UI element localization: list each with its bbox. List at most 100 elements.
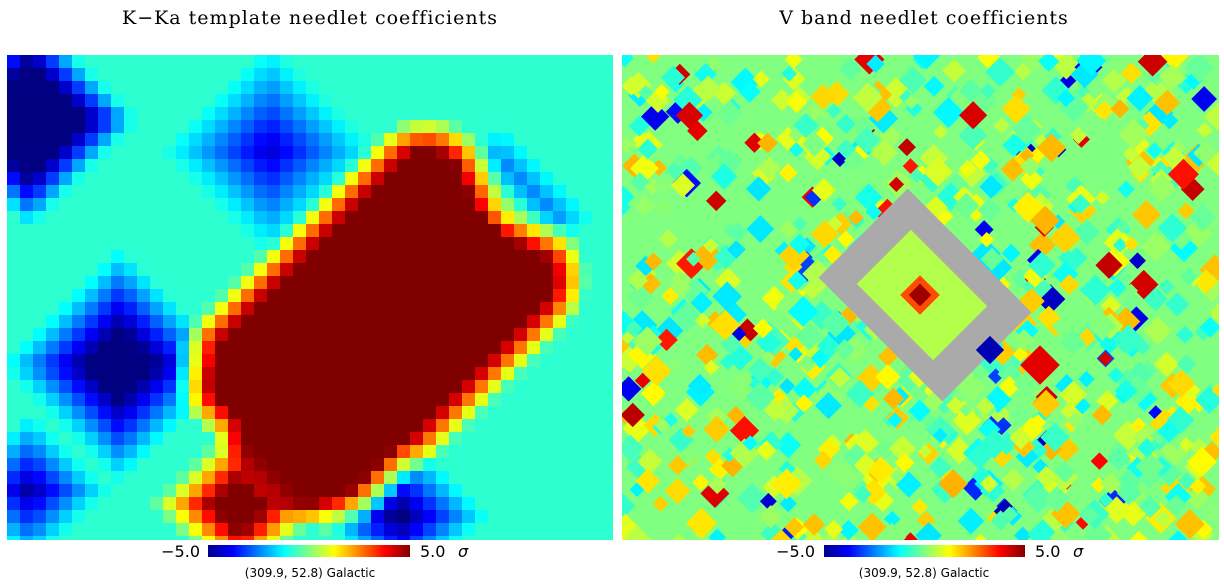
map-pixel <box>514 315 528 329</box>
map-pixel <box>319 68 333 82</box>
map-pixel <box>59 523 73 537</box>
map-pixel <box>202 107 216 121</box>
map-pixel <box>215 81 229 95</box>
map-pixel <box>475 237 489 251</box>
map-pixel <box>202 276 216 290</box>
map-pixel <box>215 276 229 290</box>
map-pixel <box>1112 237 1128 253</box>
map-pixel <box>579 172 593 186</box>
map-pixel <box>72 523 86 537</box>
map-pixel <box>46 289 60 303</box>
map-pixel <box>1146 142 1163 159</box>
map-pixel <box>228 328 242 342</box>
map-pixel <box>7 68 21 82</box>
map-pixel <box>7 302 21 316</box>
map-pixel <box>46 315 60 329</box>
map-pixel <box>189 237 203 251</box>
map-pixel <box>566 68 580 82</box>
map-pixel <box>371 250 385 264</box>
map-pixel <box>228 302 242 316</box>
map-pixel <box>306 120 320 134</box>
map-pixel <box>33 133 47 147</box>
colorbar-min: −5.0 <box>776 542 815 561</box>
map-pixel <box>124 211 138 225</box>
map-pixel <box>462 146 476 160</box>
map-pixel <box>137 302 151 316</box>
map-pixel <box>449 120 463 134</box>
map-pixel <box>579 484 593 498</box>
map-pixel <box>1000 157 1025 182</box>
map-pixel <box>553 94 567 108</box>
map-pixel <box>189 224 203 238</box>
map-pixel <box>202 536 216 540</box>
map-pixel <box>423 315 437 329</box>
map-pixel <box>150 198 164 212</box>
map-pixel <box>345 94 359 108</box>
map-pixel <box>332 354 346 368</box>
map-pixel <box>7 107 21 121</box>
map-pixel <box>358 380 372 394</box>
map-pixel <box>59 406 73 420</box>
map-pixel <box>345 523 359 537</box>
map-pixel <box>293 198 307 212</box>
map-pixel <box>137 458 151 472</box>
map-pixel <box>1157 213 1188 243</box>
map-pixel <box>7 328 21 342</box>
map-pixel <box>514 406 528 420</box>
map-pixel <box>293 406 307 420</box>
map-pixel <box>20 107 34 121</box>
map-pixel <box>462 536 476 540</box>
map-pixel <box>267 419 281 433</box>
map-pixel <box>673 85 703 115</box>
map-pixel <box>319 250 333 264</box>
map-pixel <box>163 107 177 121</box>
map-pixel <box>241 406 255 420</box>
map-pixel <box>605 211 613 225</box>
map-pixel <box>514 354 528 368</box>
map-pixel <box>215 159 229 173</box>
map-pixel <box>592 315 606 329</box>
map-pixel <box>319 471 333 485</box>
map-pixel <box>215 55 229 69</box>
map-pixel <box>449 224 463 238</box>
map-pixel <box>202 211 216 225</box>
map-pixel <box>1040 422 1070 452</box>
map-pixel <box>124 185 138 199</box>
map-pixel <box>436 380 450 394</box>
map-pixel <box>488 393 502 407</box>
map-pixel <box>746 215 775 243</box>
map-pixel <box>163 458 177 472</box>
map-pixel <box>553 367 567 381</box>
map-pixel <box>605 315 613 329</box>
map-pixel <box>20 471 34 485</box>
map-pixel <box>605 380 613 394</box>
map-pixel <box>20 510 34 524</box>
map-pixel <box>514 237 528 251</box>
map-pixel <box>124 497 138 511</box>
map-pixel <box>449 55 463 69</box>
map-pixel <box>150 523 164 537</box>
map-pixel <box>202 94 216 108</box>
map-pixel <box>319 198 333 212</box>
map-pixel <box>527 276 541 290</box>
map-pixel <box>938 469 968 499</box>
map-pixel <box>514 55 528 69</box>
map-pixel <box>553 445 567 459</box>
map-pixel <box>384 198 398 212</box>
map-pixel <box>605 354 613 368</box>
map-pixel <box>176 276 190 290</box>
map-pixel <box>875 364 901 390</box>
map-pixel <box>189 367 203 381</box>
map-pixel <box>371 172 385 186</box>
map-pixel <box>658 229 679 249</box>
map-pixel <box>436 367 450 381</box>
map-pixel <box>514 133 528 147</box>
map-pixel <box>1108 55 1129 75</box>
map-pixel <box>137 94 151 108</box>
map-pixel <box>592 224 606 238</box>
map-pixel <box>371 315 385 329</box>
map-pixel <box>410 120 424 134</box>
map-pixel <box>306 510 320 524</box>
map-pixel <box>254 484 268 498</box>
map-pixel <box>488 315 502 329</box>
